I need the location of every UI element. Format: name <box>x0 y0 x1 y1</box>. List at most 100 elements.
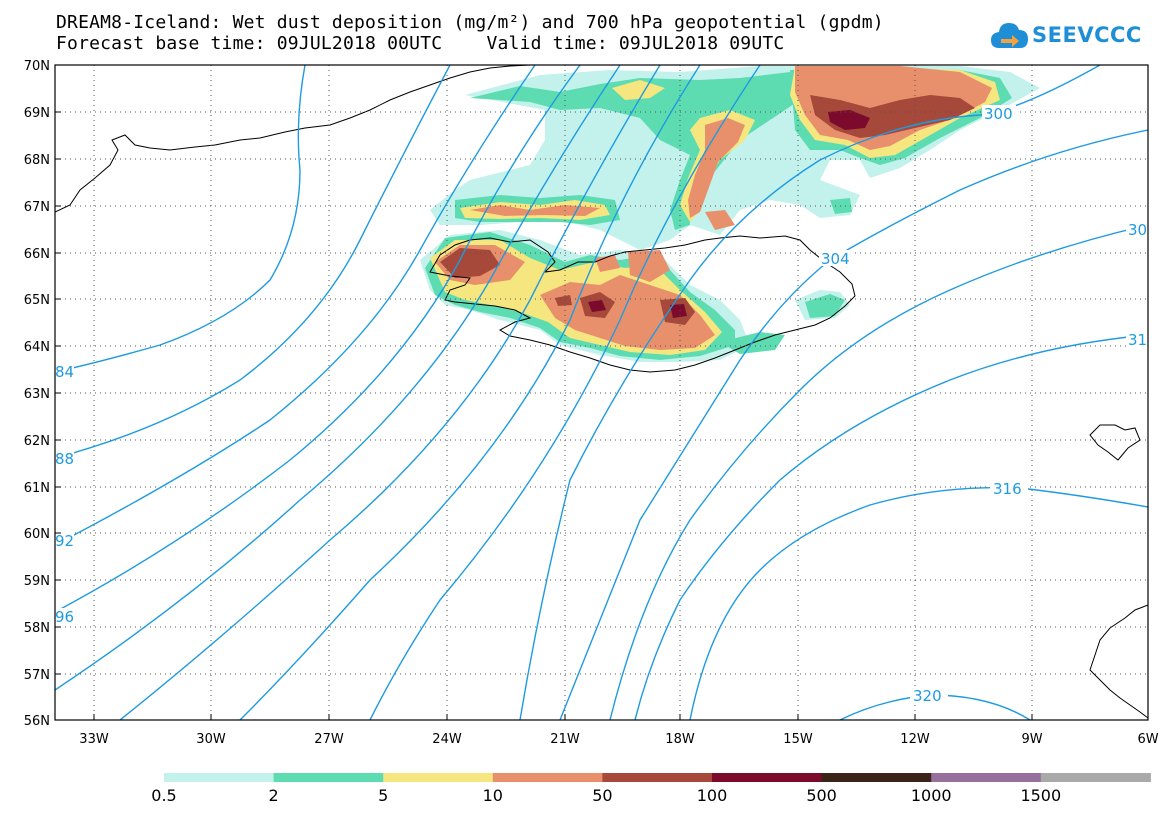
contour-line <box>689 486 1148 720</box>
legend-label: 5 <box>378 786 388 805</box>
contour-line <box>55 65 306 373</box>
dust-region-orange <box>470 205 600 216</box>
coastlines <box>55 65 1148 719</box>
axis-ticks <box>55 64 1033 721</box>
color-legend: 0.5 2 5 10 50 100 500 1000 1500 <box>151 773 1151 805</box>
contour-line <box>634 334 1148 720</box>
contour-line <box>519 65 1101 720</box>
legend-swatch <box>1040 773 1151 782</box>
contour-line <box>55 65 536 546</box>
lon-tick-label: 12W <box>900 732 930 747</box>
lat-tick-label: 68N <box>24 153 50 168</box>
base-time-label: Forecast base time: 09JUL2018 00UTC <box>56 33 443 54</box>
lat-tick-label: 65N <box>24 293 50 308</box>
contour-label: 316 <box>993 480 1022 498</box>
dust-region-light <box>755 170 785 190</box>
lon-tick-label: 15W <box>783 732 813 747</box>
contour-line <box>55 65 451 459</box>
dust-region-darkred <box>828 110 870 130</box>
lat-tick-label: 59N <box>24 574 50 589</box>
dust-region-orange <box>540 275 715 350</box>
legend-swatch <box>273 773 384 782</box>
contour-line <box>55 65 621 691</box>
lat-tick-label: 67N <box>24 200 50 215</box>
lat-tick-label: 57N <box>24 668 50 683</box>
contour-label: 320 <box>913 687 942 705</box>
lat-tick-label: 63N <box>24 387 50 402</box>
lon-tick-label: 6W <box>1137 732 1158 747</box>
lon-tick-label: 30W <box>196 732 226 747</box>
lat-tick-label: 64N <box>24 340 50 355</box>
coastline-scotland <box>1089 604 1148 719</box>
cloud-arrow-icon <box>991 23 1028 48</box>
lat-tick-label: 70N <box>24 59 50 74</box>
geopotential-contours <box>55 65 1148 720</box>
valid-time-label: Valid time: 09JUL2018 09UTC <box>486 33 785 54</box>
contour-line <box>239 65 701 720</box>
dust-region-orange <box>688 118 745 218</box>
lon-tick-label: 9W <box>1021 732 1042 747</box>
coastline-greenland <box>55 65 531 213</box>
contour-label: 96 <box>55 608 74 626</box>
dust-region-green <box>805 294 845 318</box>
longitude-labels: 33W 30W 27W 24W 21W 18W 15W 12W 9W 6W <box>79 732 1158 747</box>
contour-line <box>609 224 1148 720</box>
graticule <box>55 65 1148 720</box>
contour-line <box>119 65 661 720</box>
lat-tick-label: 61N <box>24 481 50 496</box>
lon-tick-label: 33W <box>79 732 109 747</box>
dust-region-brown <box>555 295 572 306</box>
lat-tick-label: 56N <box>24 714 50 729</box>
contour-labels: 84 88 92 96 300 304 31 30 316 320 <box>52 105 1148 705</box>
legend-swatch <box>931 773 1042 782</box>
legend-swatch <box>383 773 494 782</box>
logo-text: SEEVCCC <box>1032 23 1142 47</box>
legend-label: 1000 <box>911 786 952 805</box>
dust-region-orange <box>628 250 670 282</box>
legend-label: 10 <box>483 786 503 805</box>
contour-line <box>559 129 1148 720</box>
contour-line <box>55 65 581 613</box>
lon-tick-label: 18W <box>665 732 695 747</box>
lon-tick-label: 27W <box>314 732 344 747</box>
legend-swatch <box>492 773 603 782</box>
contour-label: 304 <box>821 250 850 268</box>
legend-label: 2 <box>269 786 279 805</box>
coastline-faroe <box>1089 424 1141 461</box>
dust-region-orange <box>705 210 735 230</box>
contour-label: 30 <box>1128 221 1147 239</box>
lat-tick-label: 66N <box>24 247 50 262</box>
coastline-iceland <box>429 235 856 373</box>
lon-tick-label: 24W <box>432 732 462 747</box>
dust-region-green <box>470 72 800 230</box>
lat-tick-label: 62N <box>24 434 50 449</box>
contour-label: 92 <box>55 532 74 550</box>
legend-label: 1500 <box>1020 786 1061 805</box>
contour-line <box>369 65 761 720</box>
lon-tick-label: 21W <box>550 732 580 747</box>
legend-swatch <box>164 773 275 782</box>
lat-tick-label: 58N <box>24 621 50 636</box>
dust-region-yellow <box>612 80 665 100</box>
contour-label: 88 <box>55 450 74 468</box>
chart-title: DREAM8-Iceland: Wet dust deposition (mg/… <box>56 12 884 33</box>
contour-label: 300 <box>984 105 1013 123</box>
latitude-labels: 56N 57N 58N 59N 60N 61N 62N 63N 64N 65N … <box>24 59 50 729</box>
legend-label: 50 <box>592 786 612 805</box>
dust-region-darkred <box>588 300 606 312</box>
dust-region-brown <box>440 248 500 278</box>
legend-swatch <box>602 773 713 782</box>
contour-label: 84 <box>55 363 74 381</box>
lat-tick-label: 69N <box>24 106 50 121</box>
legend-label: 100 <box>697 786 728 805</box>
lat-tick-label: 60N <box>24 527 50 542</box>
legend-label: 0.5 <box>151 786 176 805</box>
legend-label: 500 <box>806 786 837 805</box>
seevccc-logo: SEEVCCC <box>990 18 1142 58</box>
legend-swatch <box>821 773 932 782</box>
contour-label: 31 <box>1128 331 1147 349</box>
chart-subtitle: Forecast base time: 09JUL2018 00UTC Vali… <box>56 33 784 54</box>
dust-region-darkred <box>670 304 687 318</box>
legend-swatch <box>712 773 823 782</box>
